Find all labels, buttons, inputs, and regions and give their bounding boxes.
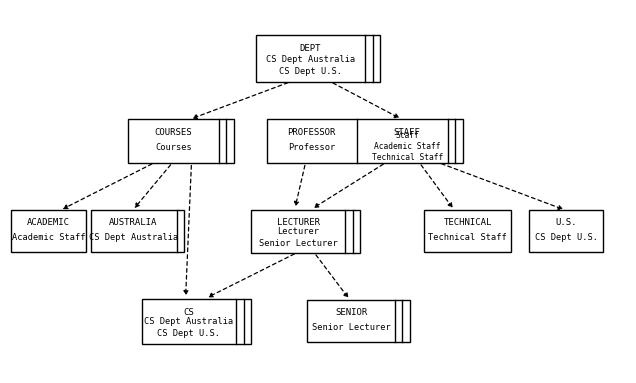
Bar bbox=[424, 210, 511, 252]
Text: CS: CS bbox=[184, 308, 195, 317]
Text: Professor: Professor bbox=[288, 143, 335, 152]
Text: Staff
Academic Staff
Technical Staff: Staff Academic Staff Technical Staff bbox=[371, 131, 443, 162]
Text: ACADEMIC: ACADEMIC bbox=[27, 218, 70, 228]
Text: LECTURER: LECTURER bbox=[277, 218, 319, 227]
Bar bbox=[11, 210, 86, 252]
Text: CS Dept Australia
CS Dept U.S.: CS Dept Australia CS Dept U.S. bbox=[144, 318, 233, 338]
Bar bbox=[529, 210, 604, 252]
Bar bbox=[128, 119, 234, 163]
Text: TECHNICAL: TECHNICAL bbox=[443, 218, 492, 228]
Bar bbox=[142, 299, 251, 344]
Text: CS Dept Australia: CS Dept Australia bbox=[89, 233, 178, 242]
Text: Academic Staff: Academic Staff bbox=[12, 233, 85, 242]
Text: Lecturer
Senior Lecturer: Lecturer Senior Lecturer bbox=[259, 227, 338, 248]
Text: Technical Staff: Technical Staff bbox=[428, 233, 507, 242]
Text: CS Dept Australia
CS Dept U.S.: CS Dept Australia CS Dept U.S. bbox=[266, 55, 355, 76]
Bar bbox=[90, 210, 184, 252]
Text: STAFF: STAFF bbox=[394, 128, 420, 137]
Bar bbox=[307, 300, 410, 342]
Text: AUSTRALIA: AUSTRALIA bbox=[109, 218, 158, 228]
Text: Courses: Courses bbox=[155, 143, 192, 152]
Text: COURSES: COURSES bbox=[155, 128, 192, 137]
Text: CS Dept U.S.: CS Dept U.S. bbox=[535, 233, 598, 242]
Text: U.S.: U.S. bbox=[555, 218, 577, 228]
Text: SENIOR: SENIOR bbox=[335, 308, 367, 318]
Text: Senior Lecturer: Senior Lecturer bbox=[312, 323, 391, 332]
Bar bbox=[266, 119, 463, 163]
Text: PROFESSOR: PROFESSOR bbox=[287, 128, 336, 137]
Text: DEPT: DEPT bbox=[300, 44, 321, 54]
Bar bbox=[256, 35, 380, 82]
Bar bbox=[251, 210, 360, 253]
